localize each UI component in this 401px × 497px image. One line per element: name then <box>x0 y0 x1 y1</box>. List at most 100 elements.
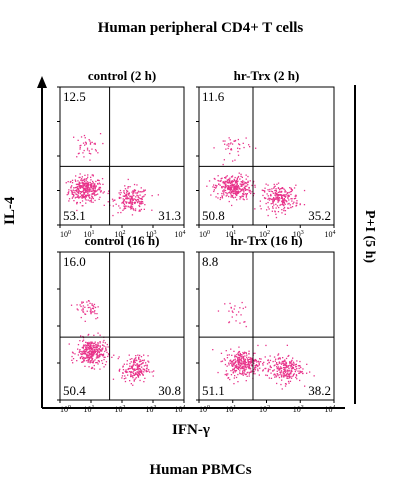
event-dot <box>101 350 103 352</box>
event-dot <box>82 353 84 355</box>
event-dot <box>82 352 84 354</box>
panel-frame <box>59 86 185 226</box>
event-dot <box>284 371 287 373</box>
event-dot <box>290 366 292 368</box>
event-dot <box>143 354 145 356</box>
event-dot <box>283 202 286 204</box>
event-dot <box>283 198 285 200</box>
event-dot <box>137 195 139 197</box>
event-dot <box>83 187 85 189</box>
event-dot <box>289 372 291 375</box>
event-dot <box>98 182 100 184</box>
event-dot <box>243 193 245 196</box>
event-dot <box>284 385 287 387</box>
event-dot <box>127 190 129 192</box>
event-dot <box>143 359 145 361</box>
event-dot <box>239 373 241 375</box>
event-dot <box>275 216 278 219</box>
event-dot <box>280 203 282 206</box>
event-dot <box>254 366 256 368</box>
event-dot <box>215 186 217 188</box>
event-dot <box>254 369 256 371</box>
event-dot <box>251 370 253 372</box>
x-tick-label: 103 <box>293 230 304 239</box>
panel-frame <box>198 251 335 401</box>
event-dot <box>92 174 94 176</box>
event-dot <box>229 359 231 362</box>
event-dot <box>267 184 269 186</box>
event-dot <box>87 185 89 187</box>
event-dot <box>92 201 94 203</box>
event-dot <box>101 349 103 351</box>
event-dot <box>274 198 277 200</box>
event-dot <box>215 196 217 198</box>
event-dot <box>86 191 89 193</box>
event-dot <box>141 373 144 375</box>
event-dot <box>277 187 280 190</box>
event-dot <box>96 355 98 357</box>
event-dot <box>102 142 104 145</box>
event-dot <box>254 360 256 362</box>
event-dot <box>111 198 114 200</box>
event-dot <box>265 202 267 205</box>
event-dot <box>280 194 282 197</box>
event-dot <box>128 197 130 200</box>
event-dot <box>282 204 285 206</box>
event-dot <box>83 134 86 137</box>
event-dot <box>125 205 127 208</box>
event-dot <box>78 176 80 179</box>
event-dot <box>145 364 147 366</box>
event-dot <box>88 191 90 193</box>
event-dot <box>248 367 250 370</box>
event-dot <box>281 196 283 198</box>
event-dot <box>217 197 219 199</box>
event-dot <box>87 193 89 195</box>
event-dot <box>78 197 80 199</box>
event-dot <box>82 350 84 352</box>
event-dot <box>145 370 147 372</box>
event-dot <box>146 364 148 366</box>
event-dot <box>237 190 239 192</box>
event-dot <box>295 375 298 377</box>
event-dot <box>88 150 90 152</box>
event-dot <box>142 362 144 364</box>
event-dot <box>130 200 132 202</box>
event-dot <box>76 308 78 310</box>
event-dot <box>258 374 260 376</box>
event-dot <box>81 176 83 178</box>
event-dot <box>287 380 290 383</box>
event-dot <box>277 375 279 377</box>
event-dot <box>99 133 102 135</box>
x-tick-label: 100 <box>60 230 71 239</box>
event-dot <box>225 148 227 150</box>
event-dot <box>126 197 128 199</box>
event-dot <box>287 194 289 196</box>
event-dot <box>90 176 92 178</box>
event-dot <box>132 199 134 201</box>
event-dot <box>122 365 124 367</box>
event-dot <box>105 346 107 348</box>
event-dot <box>237 356 239 359</box>
event-dot <box>94 350 96 352</box>
event-dot <box>300 366 302 369</box>
event-dot <box>136 368 138 371</box>
event-dot <box>96 317 99 319</box>
event-dot <box>85 189 87 192</box>
event-dot <box>89 190 91 192</box>
event-dot <box>130 365 133 367</box>
event-dot <box>281 197 283 199</box>
event-dot <box>230 184 232 187</box>
event-dot <box>231 362 233 364</box>
event-dot <box>90 347 92 350</box>
event-dot <box>93 368 96 370</box>
event-dot <box>251 360 253 362</box>
event-dot <box>267 201 269 204</box>
event-dot <box>78 184 80 186</box>
event-dot <box>243 368 245 370</box>
event-dot <box>82 356 84 359</box>
event-dot <box>285 194 287 196</box>
event-dot <box>95 357 97 359</box>
event-dot <box>234 187 236 190</box>
event-dot <box>222 192 225 194</box>
